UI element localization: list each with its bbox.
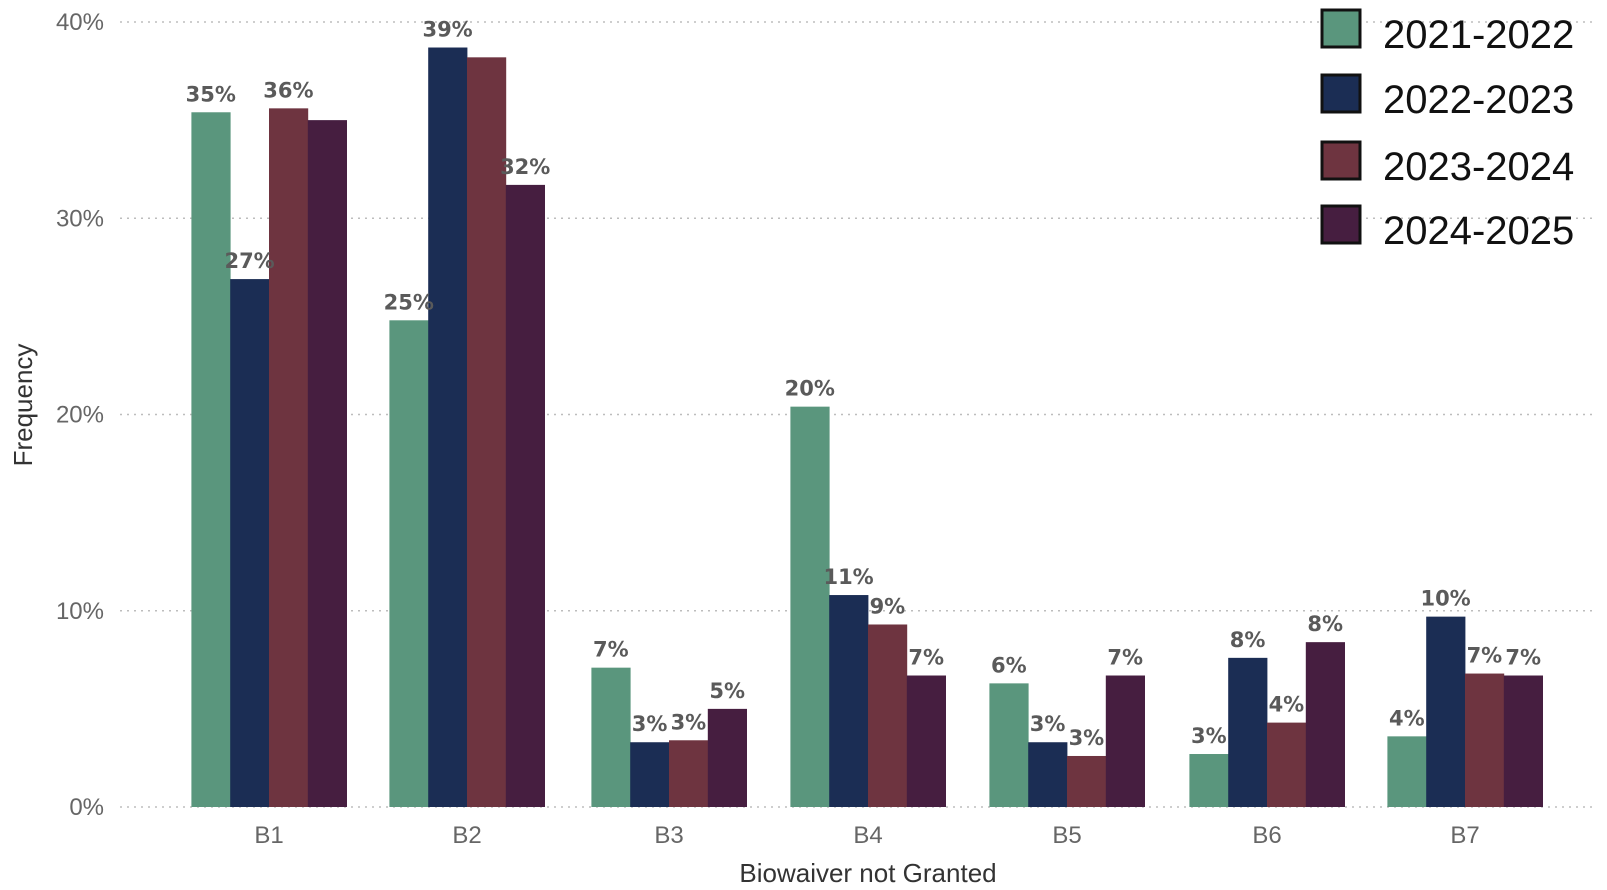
- legend-label: 2022-2023: [1383, 78, 1574, 122]
- y-axis-title: Frequency: [8, 344, 38, 467]
- bar-B1-2022-2023: [230, 279, 270, 807]
- data-label: 6%: [991, 653, 1027, 677]
- data-label: 4%: [1269, 693, 1305, 717]
- bar-B4-2022-2023: [829, 595, 869, 807]
- bar-B6-2022-2023: [1228, 657, 1268, 807]
- bar-B6-2021-2022: [1189, 754, 1229, 807]
- data-label: 7%: [908, 646, 944, 670]
- bar-B1-2021-2022: [191, 112, 231, 807]
- y-tick-label: 30%: [56, 205, 104, 232]
- data-label: 3%: [1030, 712, 1066, 736]
- data-label: 39%: [422, 18, 472, 42]
- bar-B2-2022-2023: [428, 47, 468, 807]
- data-label: 4%: [1389, 706, 1425, 730]
- bar-B3-2023-2024: [669, 740, 709, 807]
- legend-swatch: [1320, 140, 1362, 181]
- data-label: 7%: [1107, 646, 1143, 670]
- legend-label: 2024-2025: [1383, 209, 1574, 253]
- legend: 2021-2022 2022-2023 2023-2024 2024-2025: [1320, 8, 1574, 253]
- x-tick-label: B7: [1450, 822, 1479, 849]
- bar-B5-2024-2025: [1105, 675, 1145, 807]
- data-labels: 35%27%36%25%39%32%7%3% 3%5%20%11%9%7% 6%3%…: [186, 18, 1541, 750]
- bar-B5-2021-2022: [989, 683, 1029, 807]
- bar-B2-2023-2024: [467, 57, 507, 807]
- data-label: 3%: [632, 712, 668, 736]
- data-label: 35%: [186, 82, 236, 106]
- data-label: 3%: [1069, 726, 1105, 750]
- bar-B4-2021-2022: [790, 406, 830, 807]
- y-tick-label: 10%: [56, 598, 104, 625]
- bar-B7-2024-2025: [1503, 675, 1543, 807]
- data-label: 36%: [263, 78, 313, 102]
- legend-label: 2021-2022: [1383, 13, 1574, 57]
- y-tick-label: 0%: [69, 794, 104, 821]
- data-label: 3%: [671, 710, 707, 734]
- data-label: 5%: [709, 679, 745, 703]
- bar-B7-2022-2023: [1426, 616, 1466, 807]
- bar-B1-2024-2025: [307, 120, 347, 807]
- data-label: 8%: [1230, 628, 1266, 652]
- gridlines: [120, 21, 1597, 808]
- data-label: 11%: [823, 565, 873, 589]
- data-label: 9%: [870, 594, 906, 618]
- bar-B5-2022-2023: [1028, 742, 1068, 807]
- x-tick-label: B1: [254, 822, 283, 849]
- bar-B6-2023-2024: [1267, 722, 1307, 807]
- bar-B6-2024-2025: [1305, 642, 1345, 807]
- data-label: 8%: [1307, 612, 1343, 636]
- bar-B5-2023-2024: [1067, 755, 1107, 807]
- bar-B2-2021-2022: [389, 320, 429, 807]
- x-tick-label: B5: [1052, 822, 1081, 849]
- y-tick-label: 40%: [56, 9, 104, 36]
- bar-B4-2024-2025: [906, 675, 946, 807]
- legend-swatch: [1320, 204, 1362, 245]
- data-label: 27%: [224, 249, 274, 273]
- x-axis-title: Biowaiver not Granted: [739, 858, 996, 888]
- bar-B3-2021-2022: [591, 667, 631, 807]
- bars: [191, 47, 1543, 808]
- data-label: 7%: [593, 638, 629, 662]
- bar-B4-2023-2024: [868, 624, 908, 807]
- bar-B2-2024-2025: [505, 184, 545, 807]
- data-label: 25%: [384, 290, 434, 314]
- data-label: 10%: [1420, 587, 1470, 611]
- y-axis-ticks: 0% 10% 20% 30% 40%: [56, 9, 104, 821]
- x-axis-ticks: B1 B2 B3 B4 B5 B6 B7: [254, 822, 1479, 849]
- x-tick-label: B6: [1252, 822, 1281, 849]
- bar-B3-2022-2023: [630, 742, 670, 807]
- x-tick-label: B3: [654, 822, 683, 849]
- data-label: 20%: [785, 377, 835, 401]
- bar-B3-2024-2025: [707, 708, 747, 807]
- bar-B7-2023-2024: [1465, 673, 1505, 807]
- legend-swatch: [1320, 73, 1362, 114]
- data-label: 3%: [1191, 724, 1227, 748]
- legend-label: 2023-2024: [1383, 145, 1574, 189]
- legend-swatch: [1320, 8, 1362, 49]
- data-label: 7%: [1505, 646, 1541, 670]
- bar-B1-2023-2024: [269, 108, 309, 808]
- data-label: 32%: [500, 155, 550, 179]
- y-tick-label: 20%: [56, 402, 104, 429]
- data-label: 7%: [1467, 644, 1503, 668]
- x-tick-label: B2: [452, 822, 481, 849]
- bar-B7-2021-2022: [1387, 736, 1427, 807]
- x-tick-label: B4: [853, 822, 882, 849]
